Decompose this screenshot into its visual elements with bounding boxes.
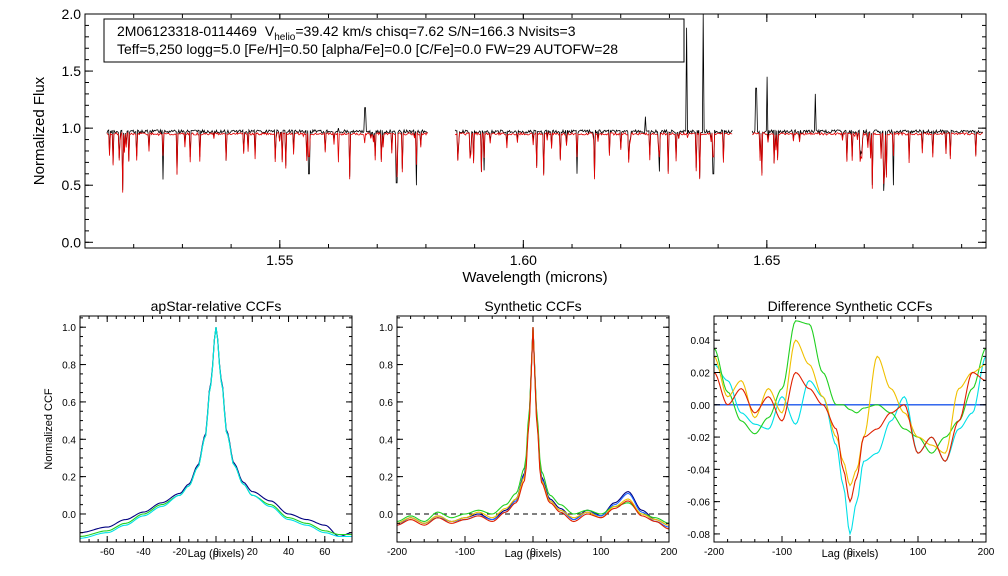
model-spectrum-chip-1: [106, 131, 428, 193]
y-tick-label: 0.5: [62, 177, 82, 193]
spectrum-ticks: 1.55 1.60 1.65 0.0 0.5 1.0 1.5 2.0: [62, 6, 986, 268]
y-tick-label: -0.04: [687, 465, 710, 476]
spectrum-y-axis-title: Normalized Flux: [31, 76, 48, 185]
y-tick-label: -0.02: [687, 433, 710, 444]
difference-ccf-panel: -200 -100 0 100 200 -0.08 -0.06 -0.04 -0.02 0.00 0…: [687, 298, 995, 560]
ccf-series-diff-6: [713, 371, 987, 504]
apstar-ccf-panel: -60 -40 -20 0 20 40 60 0.0 0.2 0.4 0.6 0.8 1.0 apSta…: [43, 298, 353, 560]
apstar-ccf-x-axis-title: Lag (pixels): [188, 548, 245, 560]
v-helio-subscript: helio: [274, 32, 296, 43]
x-tick-label: 100: [910, 547, 927, 558]
y-tick-label: 0.6: [379, 398, 393, 409]
difference-ccf-x-axis-title: Lag (pixels): [822, 548, 879, 560]
x-tick-label: 0: [847, 547, 853, 558]
x-tick-label: 20: [247, 547, 259, 558]
x-tick-label: -60: [100, 547, 115, 558]
info-box: [103, 18, 685, 63]
x-tick-label: -40: [136, 547, 151, 558]
y-tick-label: 0.4: [62, 435, 76, 446]
apstar-ccf-ticks: -60 -40 -20 0 20 40 60 0.0 0.2 0.4 0.6 0.8 1.0: [62, 316, 353, 558]
y-tick-label: 0.4: [379, 435, 393, 446]
x-tick-label: -100: [455, 547, 475, 558]
x-tick-label: 1.60: [510, 252, 537, 268]
model-spectrum-chip-2: [454, 131, 733, 180]
synthetic-ccf-x-axis-title: Lag (pixels): [505, 548, 562, 560]
synthetic-ccf-ticks: -200 -100 0 100 200 0.0 0.2 0.4 0.6 0.8 1.0: [379, 316, 678, 558]
x-tick-label: 1.55: [266, 252, 293, 268]
y-tick-label: 0.8: [62, 361, 76, 372]
x-tick-label: -100: [772, 547, 792, 558]
y-tick-label: -0.08: [687, 530, 710, 541]
y-tick-label: 1.5: [62, 63, 82, 79]
ccf-series-diff-5: [713, 339, 987, 487]
x-tick-label: -200: [387, 547, 407, 558]
synthetic-ccf-title: Synthetic CCFs: [484, 298, 581, 314]
x-tick-label: 40: [283, 547, 295, 558]
y-tick-label: 0.6: [62, 398, 76, 409]
spectrum-series-group: [106, 13, 984, 193]
ccf-series-visit-3: [79, 327, 352, 539]
y-tick-label: 1.0: [62, 323, 76, 334]
info-line-2: Teff=5,250 logg=5.0 [Fe/H]=0.50 [alpha/F…: [117, 41, 618, 57]
info-line-1-rest: =39.42 km/s chisq=7.62 S/N=166.3 Nvisits…: [295, 23, 575, 39]
synthetic-ccf-series-group: [396, 327, 670, 530]
v-helio-label: V: [265, 23, 275, 39]
x-tick-label: 100: [593, 547, 610, 558]
info-line-1: 2M06123318-0114469 Vhelio=39.42 km/s chis…: [117, 23, 576, 43]
model-spectrum-chip-3: [752, 131, 983, 189]
y-tick-label: 0.2: [379, 473, 393, 484]
difference-ccf-ticks: -200 -100 0 100 200 -0.08 -0.06 -0.04 -0.02 0.00 0…: [687, 315, 995, 558]
apstar-ccf-y-axis-title: Normalized CCF: [43, 388, 55, 470]
y-tick-label: 0.00: [691, 401, 711, 412]
y-tick-label: 0.04: [691, 336, 711, 347]
y-tick-label: 0.02: [691, 369, 711, 380]
x-tick-label: 0: [530, 547, 536, 558]
x-tick-label: -200: [704, 547, 724, 558]
apstar-ccf-series-group: [79, 327, 353, 539]
observed-spectrum-chip-2: [454, 13, 733, 178]
x-tick-label: 200: [661, 547, 678, 558]
y-tick-label: 1.0: [379, 323, 393, 334]
y-tick-label: 0.8: [379, 361, 393, 372]
y-tick-label: 0.2: [62, 473, 76, 484]
difference-ccf-title: Difference Synthetic CCFs: [768, 298, 933, 314]
y-tick-label: 0.0: [379, 510, 393, 521]
spectrum-panel: 1.55 1.60 1.65 0.0 0.5 1.0 1.5 2.0 Wavelength (…: [31, 6, 987, 286]
ccf-series-model-5: [396, 327, 670, 530]
x-tick-label: 0: [213, 547, 219, 558]
x-tick-label: 1.65: [753, 252, 780, 268]
y-tick-label: -0.06: [687, 498, 710, 509]
y-tick-label: 1.0: [62, 120, 82, 136]
difference-ccf-series-group: [713, 320, 987, 536]
y-tick-label: 2.0: [62, 6, 82, 22]
spectrum-frame: [84, 13, 987, 249]
y-tick-label: 0.0: [62, 510, 76, 521]
y-tick-label: 0.0: [62, 234, 82, 250]
x-tick-label: 200: [978, 547, 995, 558]
x-tick-label: -20: [173, 547, 188, 558]
synthetic-ccf-panel: -200 -100 0 100 200 0.0 0.2 0.4 0.6 0.8 1.0 Synthe…: [379, 298, 678, 560]
star-id: 2M06123318-0114469: [117, 23, 257, 39]
ccf-series-diff-4: [713, 320, 987, 454]
x-tick-label: 60: [319, 547, 331, 558]
apstar-ccf-title: apStar-relative CCFs: [151, 298, 282, 314]
spectrum-x-axis-title: Wavelength (microns): [462, 269, 607, 286]
